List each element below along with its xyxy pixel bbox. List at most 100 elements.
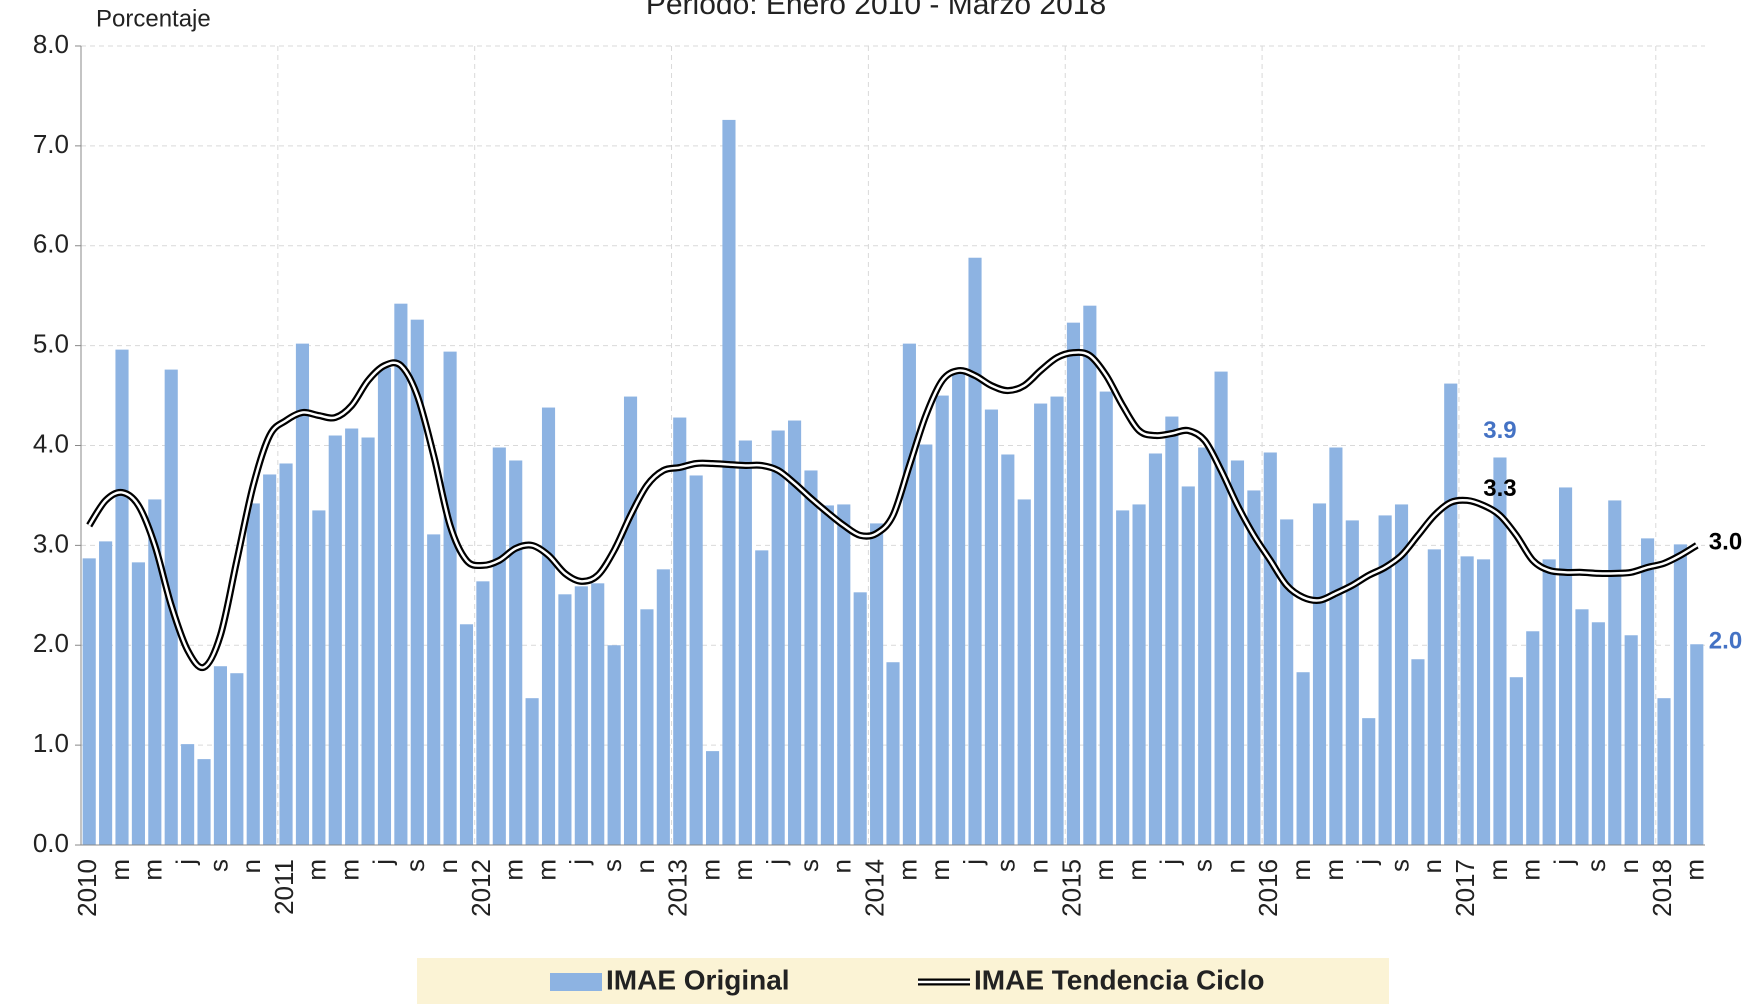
bar	[1050, 396, 1064, 845]
bar	[1460, 556, 1474, 845]
data-label: 3.3	[1483, 475, 1516, 502]
bar	[230, 673, 244, 845]
bar	[640, 609, 654, 845]
bar	[1017, 499, 1031, 845]
bar	[705, 751, 720, 845]
bar	[1542, 559, 1556, 845]
bar	[410, 319, 424, 846]
bar	[1509, 677, 1523, 845]
bar	[656, 569, 670, 845]
bar	[1493, 457, 1507, 845]
bar	[771, 430, 785, 845]
bar	[607, 645, 621, 845]
x-tick-label: n	[1417, 859, 1447, 873]
x-tick-label: n	[1024, 859, 1054, 873]
y-tick-label: 8.0	[33, 29, 69, 59]
bar	[722, 119, 736, 846]
x-tick-label: j	[1352, 859, 1382, 866]
bar	[968, 257, 982, 845]
x-tick-label: m	[1483, 859, 1513, 881]
bar	[1641, 538, 1655, 845]
bar	[984, 409, 998, 845]
y-tick-label: 1.0	[33, 728, 69, 758]
bar	[591, 583, 605, 845]
bar	[246, 503, 260, 845]
y-tick-label: 7.0	[33, 129, 69, 159]
bar	[1181, 486, 1195, 845]
bar	[361, 437, 375, 845]
bar	[509, 460, 523, 845]
bar	[1214, 371, 1228, 845]
bar	[279, 463, 293, 845]
x-tick-label: 2012	[466, 859, 496, 917]
y-tick-label: 0.0	[33, 828, 69, 858]
bar	[197, 759, 211, 845]
bar	[1591, 622, 1605, 845]
x-tick-label: 2011	[269, 859, 299, 915]
bar	[804, 470, 818, 845]
trend-line-inner	[88, 351, 1698, 669]
bar	[377, 367, 392, 845]
x-tick-label: s	[1384, 859, 1414, 872]
bar	[574, 586, 588, 845]
bar	[328, 435, 342, 845]
x-tick-label: n	[1614, 859, 1644, 873]
bar	[1312, 503, 1327, 845]
x-tick-label: m	[892, 859, 922, 881]
bar	[131, 562, 145, 845]
bar	[427, 534, 441, 845]
x-tick-label: s	[400, 859, 430, 872]
bar	[738, 440, 752, 845]
bar	[870, 523, 884, 845]
bar	[788, 420, 802, 845]
bar	[99, 541, 113, 845]
bar	[1657, 698, 1671, 845]
bar	[1230, 460, 1245, 845]
legend-swatch	[550, 973, 602, 991]
data-label: 3.0	[1709, 529, 1742, 556]
bar	[673, 417, 687, 845]
x-tick-label: s	[991, 859, 1021, 872]
bar	[459, 624, 474, 845]
bar	[1575, 609, 1589, 845]
bar	[1427, 549, 1441, 845]
legend-label: IMAE Tendencia Ciclo	[974, 964, 1264, 995]
bar	[755, 550, 769, 845]
bar	[443, 351, 457, 845]
data-label: 2.0	[1709, 628, 1742, 655]
bar	[1116, 510, 1130, 845]
bar	[1247, 490, 1261, 845]
bar	[263, 474, 277, 845]
x-tick-label: m	[138, 859, 168, 881]
bar	[952, 370, 966, 845]
chart-title: Periodo: Enero 2010 - Marzo 2018	[646, 0, 1106, 21]
bar	[820, 505, 834, 845]
bar	[1378, 515, 1392, 845]
x-tick-label: 2018	[1647, 859, 1677, 917]
bar	[1296, 672, 1310, 845]
bar	[312, 510, 326, 845]
bar	[1329, 447, 1343, 845]
bar	[115, 349, 129, 845]
bar	[689, 475, 703, 845]
x-tick-label: m	[695, 859, 725, 881]
bar	[1624, 635, 1638, 845]
x-tick-label: m	[531, 859, 561, 881]
x-tick-label: n	[433, 859, 463, 873]
y-tick-label: 3.0	[33, 528, 69, 558]
x-tick-label: 2010	[72, 859, 102, 917]
bar	[1394, 504, 1409, 845]
bar	[1673, 544, 1687, 845]
x-tick-label: n	[1220, 859, 1250, 873]
bar	[1148, 453, 1163, 845]
bar	[541, 407, 556, 845]
x-tick-label: 2013	[663, 859, 693, 917]
x-tick-label: m	[925, 859, 955, 881]
bar	[492, 447, 506, 845]
bar	[902, 343, 916, 845]
bar	[1559, 487, 1573, 845]
bar	[1165, 416, 1179, 845]
x-tick-label: s	[794, 859, 824, 872]
bar	[1001, 454, 1015, 845]
